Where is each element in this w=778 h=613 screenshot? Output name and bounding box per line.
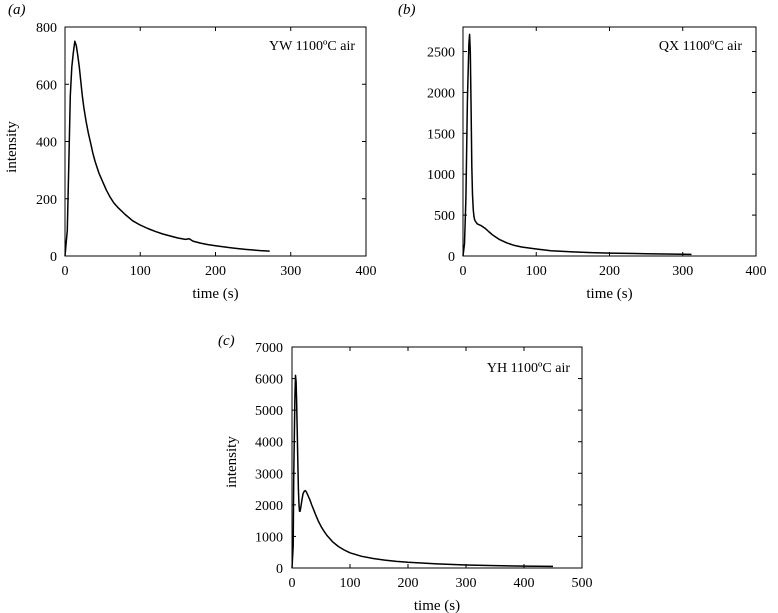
y-axis-title: intensity <box>4 121 20 173</box>
x-tick-label: 300 <box>456 576 477 591</box>
chart-panel: 0 100 200 300 400 500010002000300040005000600… <box>218 333 593 613</box>
x-tick-label: 0 <box>62 264 69 279</box>
x-tick-label: 200 <box>205 264 226 279</box>
x-tick-label: 100 <box>526 264 547 279</box>
y-axis-title: intensity <box>224 436 240 488</box>
y-tick-label: 0 <box>50 250 57 265</box>
series-line <box>462 33 692 257</box>
y-tick-label: 0 <box>448 250 455 265</box>
y-tick-label: 600 <box>36 78 57 93</box>
panel-label: (a) <box>8 2 26 18</box>
y-tick-label: 7000 <box>255 341 283 356</box>
y-tick-label: 200 <box>36 193 57 208</box>
y-tick-label: 1000 <box>427 168 455 183</box>
x-tick-label: 100 <box>340 576 361 591</box>
x-axis-title: time (s) <box>586 286 632 302</box>
y-tick-label: 2000 <box>427 86 455 101</box>
y-tick-label: 5000 <box>255 404 283 419</box>
x-tick-label: 100 <box>130 264 151 279</box>
x-tick-label: 300 <box>672 264 693 279</box>
x-tick-label: 300 <box>280 264 301 279</box>
x-tick-label: 0 <box>460 264 467 279</box>
y-tick-label: 0 <box>276 562 283 577</box>
y-tick-label: 2000 <box>255 499 283 514</box>
sample-annotation: QX 1100ºC air <box>659 39 742 54</box>
x-tick-label: 200 <box>398 576 419 591</box>
plot-frame <box>64 26 367 257</box>
x-tick-label: 200 <box>599 264 620 279</box>
plot-frame <box>291 346 583 569</box>
x-tick-label: 500 <box>572 576 593 591</box>
y-tick-label: 800 <box>36 21 57 36</box>
y-tick-label: 1000 <box>255 530 283 545</box>
sample-annotation: YW 1100ºC air <box>269 39 355 54</box>
x-tick-label: 400 <box>356 264 377 279</box>
series-line <box>64 40 270 257</box>
y-tick-label: 1500 <box>427 127 455 142</box>
panel-label: (b) <box>398 2 416 18</box>
sample-annotation: YH 1100ºC air <box>487 361 570 376</box>
panel-label: (c) <box>218 333 235 349</box>
y-tick-label: 6000 <box>255 373 283 388</box>
chart-panel: 0 100 200 300 400 0 500 1000 1500 2000 2500 time (s… <box>398 2 767 302</box>
plot-frame <box>462 26 757 257</box>
y-tick-label: 3000 <box>255 467 283 482</box>
y-tick-label: 4000 <box>255 436 283 451</box>
y-tick-label: 2500 <box>427 46 455 61</box>
x-tick-label: 400 <box>746 264 767 279</box>
x-axis-title: time (s) <box>192 286 238 302</box>
series-line <box>291 374 554 569</box>
x-tick-label: 0 <box>289 576 296 591</box>
x-axis-title: time (s) <box>414 598 460 613</box>
chart-panel: 0 100 200 300 400 0 200 400 600 800 time (s) intens… <box>4 2 377 302</box>
x-tick-label: 400 <box>514 576 535 591</box>
y-tick-label: 400 <box>36 136 57 151</box>
y-tick-label: 500 <box>434 209 455 224</box>
